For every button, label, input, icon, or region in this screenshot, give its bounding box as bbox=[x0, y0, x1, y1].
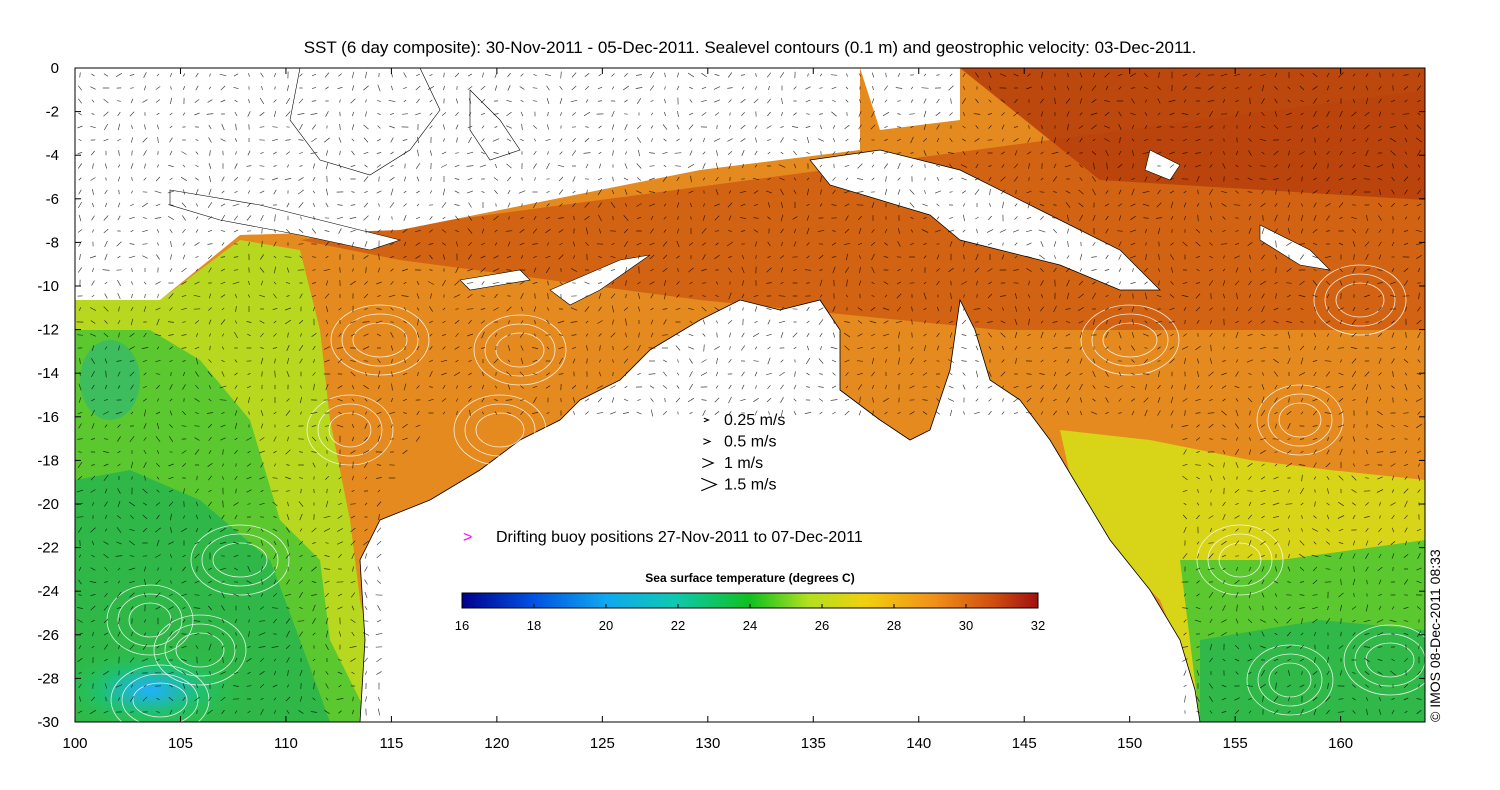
x-tick-label: 135 bbox=[801, 735, 826, 752]
x-tick-label: 130 bbox=[695, 735, 720, 752]
x-tick-label: 120 bbox=[484, 735, 509, 752]
colorbar-tick-label: 26 bbox=[815, 618, 829, 633]
colorbar-tick-label: 22 bbox=[671, 618, 685, 633]
colorbar-tick-label: 28 bbox=[887, 618, 901, 633]
velocity-legend-label: 0.25 m/s bbox=[724, 412, 785, 429]
x-tick-label: 105 bbox=[168, 735, 193, 752]
y-tick-label: -2 bbox=[46, 104, 59, 121]
velocity-legend-label: 0.5 m/s bbox=[724, 434, 776, 451]
y-axis: 0 -2 -4 -6 -8 -10 -12 -14 -16 -18 -20 -22 -24 -26 -28 -… bbox=[37, 60, 1425, 731]
colorbar-ticks: 16 18 20 22 24 26 28 30 32 bbox=[455, 604, 1045, 633]
y-tick-label: -14 bbox=[37, 365, 59, 382]
colorbar-tick-label: 16 bbox=[455, 618, 469, 633]
velocity-legend: 0.25 m/s 0.5 m/s 1 m/s 1.5 m/s bbox=[701, 412, 785, 494]
y-tick-label: -18 bbox=[37, 452, 59, 469]
map-title: SST (6 day composite): 30-Nov-2011 - 05-… bbox=[304, 38, 1197, 57]
x-tick-label: 145 bbox=[1012, 735, 1037, 752]
colorbar-title: Sea surface temperature (degrees C) bbox=[645, 571, 854, 585]
x-tick-label: 115 bbox=[379, 735, 403, 752]
y-tick-label: -6 bbox=[46, 191, 59, 208]
credit-text: © IMOS 08-Dec-2011 08:33 bbox=[1427, 549, 1443, 722]
velocity-legend-arrow-icon bbox=[703, 417, 710, 423]
buoy-marker-icon: > bbox=[463, 529, 472, 546]
buoy-legend: > Drifting buoy positions 27-Nov-2011 to… bbox=[463, 529, 863, 546]
x-tick-label: 155 bbox=[1223, 735, 1248, 752]
y-tick-label: -4 bbox=[46, 147, 59, 164]
x-tick-label: 125 bbox=[590, 735, 615, 752]
velocity-legend-label: 1.5 m/s bbox=[724, 477, 776, 494]
y-tick-label: -8 bbox=[46, 234, 59, 251]
buoy-legend-label: Drifting buoy positions 27-Nov-2011 to 0… bbox=[496, 529, 863, 546]
y-tick-label: -26 bbox=[37, 627, 59, 644]
y-tick-label: -22 bbox=[37, 540, 59, 557]
x-tick-label: 100 bbox=[62, 735, 87, 752]
colorbar-tick-label: 18 bbox=[527, 618, 541, 633]
velocity-legend-arrow-icon bbox=[701, 477, 718, 492]
y-tick-label: -20 bbox=[37, 496, 59, 513]
x-tick-label: 140 bbox=[906, 735, 931, 752]
y-tick-label: -24 bbox=[37, 583, 59, 600]
velocity-legend-arrow-icon bbox=[702, 457, 715, 469]
colorbar-tick-label: 30 bbox=[959, 618, 973, 633]
y-tick-label: -28 bbox=[37, 670, 59, 687]
velocity-legend-label: 1 m/s bbox=[724, 455, 763, 472]
y-tick-label: -12 bbox=[37, 322, 59, 339]
y-tick-label: -16 bbox=[37, 409, 59, 426]
plot-frame bbox=[74, 67, 1426, 723]
colorbar: Sea surface temperature (degrees C) 16 18… bbox=[455, 571, 1045, 633]
velocity-arrows bbox=[76, 71, 1423, 716]
sst-field bbox=[75, 68, 1425, 722]
colorbar-tick-label: 24 bbox=[743, 618, 757, 633]
x-tick-label: 160 bbox=[1328, 735, 1353, 752]
x-tick-label: 150 bbox=[1117, 735, 1142, 752]
y-tick-label: -30 bbox=[37, 714, 59, 731]
x-axis: 100 105 110 115 120 125 130 135 140 145 150 155 160 bbox=[62, 68, 1353, 752]
y-tick-label: -10 bbox=[37, 278, 59, 295]
colorbar-tick-label: 20 bbox=[599, 618, 613, 633]
x-tick-label: 110 bbox=[274, 735, 298, 752]
y-tick-label: 0 bbox=[51, 60, 59, 77]
velocity-legend-arrow-icon bbox=[703, 438, 712, 445]
colorbar-tick-label: 32 bbox=[1031, 618, 1045, 633]
